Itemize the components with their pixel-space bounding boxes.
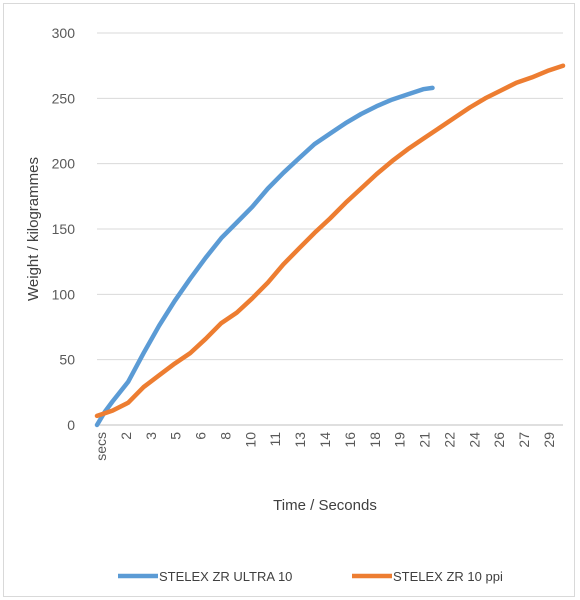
x-tick-label-13: 13	[292, 432, 308, 448]
legend-label-stelex-zr-ultra-10: STELEX ZR ULTRA 10	[159, 569, 292, 584]
x-tick-label-27: 27	[516, 432, 532, 448]
x-tick-label-2: 2	[118, 432, 134, 440]
x-tick-label-26: 26	[491, 432, 507, 448]
y-tick-label-100: 100	[52, 286, 76, 302]
x-axis-title: Time / Seconds	[273, 497, 377, 514]
legend-label-stelex-zr-10-ppi: STELEX ZR 10 ppi	[393, 569, 503, 584]
x-tick-label-14: 14	[317, 432, 333, 448]
series-line-stelex-zr-10-ppi	[94, 63, 566, 419]
y-tick-label-0: 0	[67, 417, 75, 433]
series-line-stelex-zr-ultra-10	[94, 85, 435, 428]
x-tick-label-6: 6	[193, 432, 209, 440]
x-tick-label-19: 19	[392, 432, 408, 448]
x-tick-label-10: 10	[242, 432, 258, 448]
y-tick-label-200: 200	[52, 156, 76, 172]
x-tick-label-21: 21	[417, 432, 433, 448]
y-tick-label-150: 150	[52, 221, 76, 237]
x-tick-label-18: 18	[367, 432, 383, 448]
y-axis-title: Weight / kilogrammes	[25, 157, 42, 301]
y-tick-label-50: 50	[59, 352, 75, 368]
x-tick-label-3: 3	[143, 432, 159, 440]
x-tick-label-16: 16	[342, 432, 358, 448]
x-tick-label-8: 8	[217, 432, 233, 440]
x-tick-label-11: 11	[267, 432, 283, 447]
x-tick-label-5: 5	[168, 432, 184, 440]
y-tick-label-250: 250	[52, 90, 76, 106]
x-tick-label-22: 22	[441, 432, 457, 448]
x-tick-label-secs: secs	[93, 432, 109, 461]
x-tick-label-24: 24	[466, 432, 482, 448]
y-tick-label-300: 300	[52, 25, 76, 41]
x-tick-label-29: 29	[541, 432, 557, 448]
